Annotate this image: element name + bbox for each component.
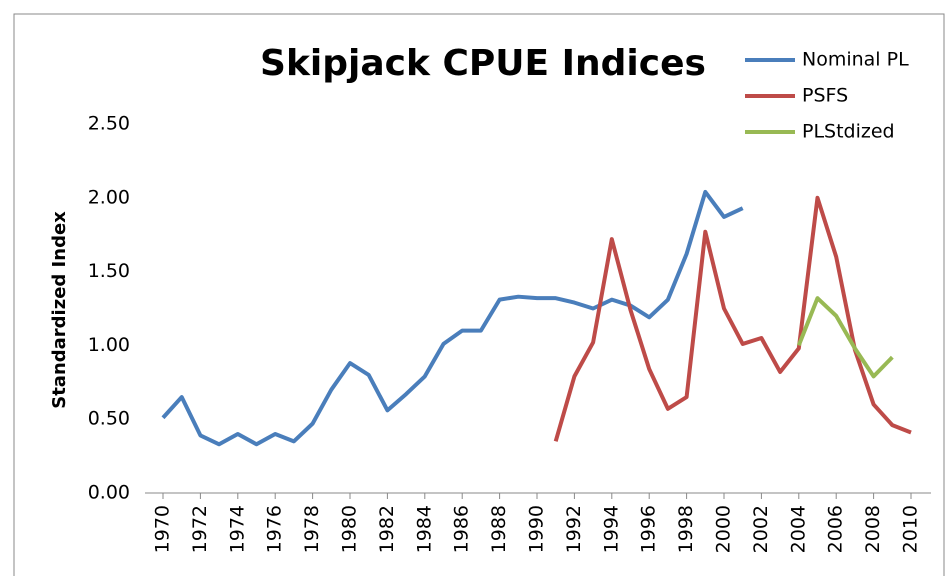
x-tick-label: 2002 <box>750 505 772 553</box>
x-tick-label: 2010 <box>900 505 922 553</box>
legend-label: Nominal PL <box>802 49 909 71</box>
x-tick-label: 1972 <box>189 505 211 553</box>
x-tick-label: 2000 <box>713 505 735 553</box>
y-tick-label: 1.00 <box>88 334 130 356</box>
x-tick-label: 1978 <box>301 505 323 553</box>
y-tick-label: 0.00 <box>88 482 130 504</box>
legend-label: PSFS <box>802 85 848 107</box>
chart-title: Skipjack CPUE Indices <box>260 43 706 84</box>
line-series <box>161 189 744 447</box>
x-tick-label: 1974 <box>226 505 248 553</box>
x-tick-label: 1976 <box>264 505 286 553</box>
y-tick-label: 2.50 <box>88 113 130 135</box>
x-tick-label: 2006 <box>825 505 847 553</box>
line-series <box>796 296 894 379</box>
x-tick-label: 1970 <box>152 505 174 553</box>
x-tick-label: 1986 <box>451 505 473 553</box>
x-tick-label: 1982 <box>376 505 398 553</box>
line-series <box>553 195 912 442</box>
x-tick-label: 1998 <box>675 505 697 553</box>
x-tick-label: 1980 <box>339 505 361 553</box>
y-tick-label: 0.50 <box>88 408 130 430</box>
y-tick-label: 1.50 <box>88 260 130 282</box>
x-tick-label: 1992 <box>563 505 585 553</box>
y-axis-label: Standardized Index <box>49 211 70 409</box>
legend-label: PLStdized <box>802 121 895 143</box>
y-tick-label: 2.00 <box>88 186 130 208</box>
x-tick-label: 2004 <box>787 505 809 553</box>
x-tick-label: 1984 <box>413 505 435 553</box>
chart-border <box>13 13 945 576</box>
x-tick-label: 1994 <box>600 505 622 553</box>
x-tick-label: 1996 <box>638 505 660 553</box>
x-tick-label: 1988 <box>488 505 510 553</box>
x-tick-label: 1990 <box>526 505 548 553</box>
x-tick-label: 2008 <box>862 505 884 553</box>
